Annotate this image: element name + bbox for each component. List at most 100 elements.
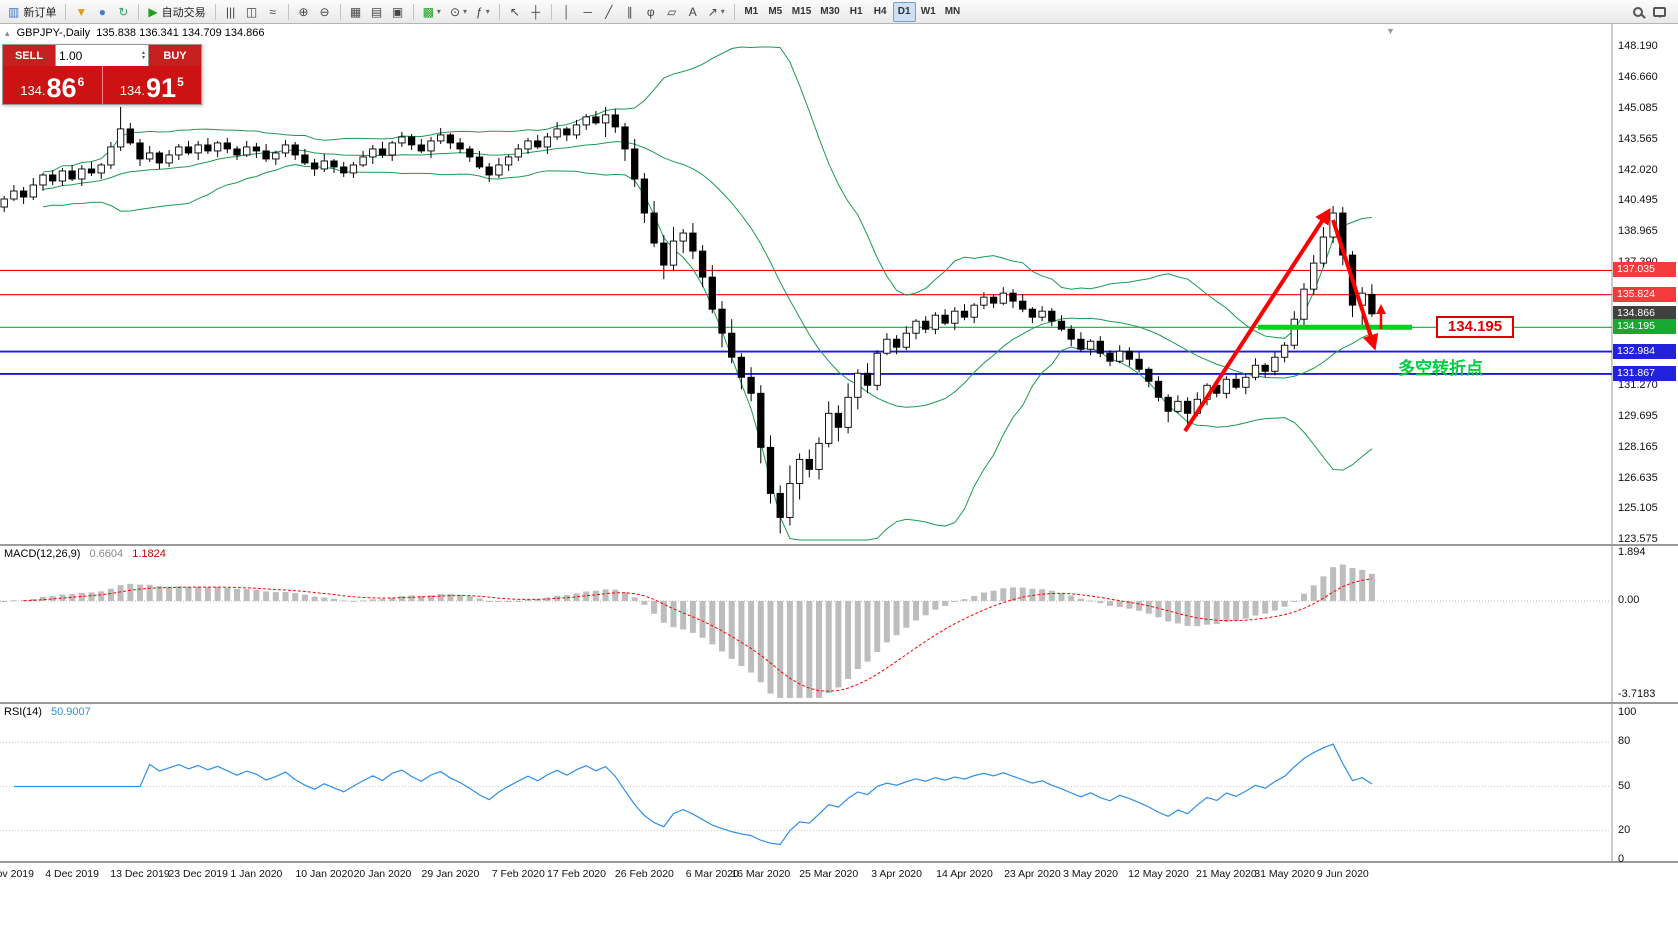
time-axis-label: 7 Feb 2020 <box>491 868 545 880</box>
bollinger-middle-band[interactable] <box>42 141 1373 408</box>
fibonacci-icon[interactable]: φ <box>641 2 661 22</box>
timeframe-m5[interactable]: M5 <box>768 6 783 17</box>
new-chart-button: ▩ <box>422 4 434 19</box>
sell-price-prefix: 134. <box>20 83 46 98</box>
turning-point-annotation[interactable]: 多空转折点 <box>1398 359 1483 378</box>
new-order-button: ▥ <box>8 4 20 19</box>
indicators-dropdown[interactable]: ƒ ▾ <box>472 2 494 22</box>
timeframe-m30[interactable]: M30 <box>820 6 840 17</box>
line-chart-icon[interactable]: ≈ <box>263 2 283 22</box>
autotrading-button[interactable]: ▶ 自动交易 <box>144 2 209 22</box>
timeframe-h4[interactable]: H4 <box>873 6 887 17</box>
trade-panel-toggle-icon[interactable]: ▴ <box>5 28 10 38</box>
chart-window: ▴ GBPJPY-,Daily 135.838 136.341 134.709 … <box>0 24 1678 947</box>
time-axis-label: 3 Apr 2020 <box>871 868 922 880</box>
price-chart-canvas[interactable] <box>0 24 1678 947</box>
price-axis-label: 131.270 <box>1618 378 1658 391</box>
time-axis-label: 6 Mar 2020 <box>685 868 739 880</box>
time-axis-label: 14 Apr 2020 <box>936 868 993 880</box>
cursor-icon[interactable]: ↖ <box>505 2 525 22</box>
price-tag-132.984: 132.984 <box>1613 343 1676 359</box>
ohlc-values: 135.838 136.341 134.709 134.866 <box>96 27 265 39</box>
time-axis-label: 10 Jan 2020 <box>295 868 354 880</box>
macd-axis-label: -3.7183 <box>1618 688 1656 701</box>
new-order-button[interactable]: ▥ 新订单 <box>4 2 60 22</box>
new-order-button-label: 新订单 <box>23 6 57 19</box>
price-axis-label: 138.965 <box>1618 224 1658 237</box>
timeframe-m1[interactable]: M1 <box>744 6 759 17</box>
trendline-icon[interactable]: ╱ <box>599 2 619 22</box>
chat-icon[interactable] <box>1653 6 1666 18</box>
time-axis-label: 23 Dec 2019 <box>168 868 228 880</box>
tile-windows-icon[interactable]: ▦ <box>346 2 366 22</box>
toolbar-separator <box>550 3 552 20</box>
time-axis-label: 13 Dec 2019 <box>110 868 170 880</box>
cascade-windows-icon[interactable]: ▤ <box>367 2 387 22</box>
arrow-tools-icon[interactable]: ↗ ▾ <box>704 2 729 22</box>
sell-price-button[interactable]: 134. 86 6 <box>3 66 103 104</box>
time-axis-label: 9 Jun 2020 <box>1316 868 1369 880</box>
time-axis-label: 16 Mar 2020 <box>731 868 791 880</box>
cursor-icon: ↖ <box>509 4 520 19</box>
profile-icon[interactable]: ● <box>92 2 112 22</box>
sell-button[interactable]: SELL <box>3 45 55 66</box>
bollinger-upper-band[interactable] <box>42 46 1372 339</box>
timeframe-d1[interactable]: D1 <box>892 1 916 22</box>
zoom-in-icon[interactable]: ⊕ <box>294 2 314 22</box>
buy-button[interactable]: BUY <box>149 45 201 66</box>
timeframe-w1[interactable]: W1 <box>920 6 936 17</box>
trend-down-arrow[interactable] <box>1331 219 1379 351</box>
timeframe-m15[interactable]: M15 <box>791 6 812 17</box>
arrange-windows-icon[interactable]: ▣ <box>388 2 408 22</box>
bars-chart-icon[interactable]: ||| <box>221 2 241 22</box>
arrange-windows-icon: ▣ <box>391 4 404 19</box>
volume-up-icon[interactable]: ▴ <box>141 49 145 56</box>
chevron-down-icon: ▾ <box>436 7 441 16</box>
macd-axis-label: 1.894 <box>1618 546 1646 559</box>
text-icon[interactable]: A <box>683 2 703 22</box>
toolbar-separator <box>498 3 500 20</box>
refresh-icon[interactable]: ↻ <box>113 2 133 22</box>
text-icon: A <box>688 4 697 19</box>
funnel-icon[interactable]: ▼ <box>71 2 91 22</box>
price-axis-label: 148.190 <box>1618 40 1658 52</box>
sell-price-main: 86 <box>46 73 77 103</box>
zoom-in-icon: ⊕ <box>298 4 309 19</box>
macd-signal-line <box>23 578 1372 692</box>
buy-price-prefix: 134. <box>119 83 146 98</box>
macd-axis-label: 0.00 <box>1618 594 1640 606</box>
timeframe-h1[interactable]: H1 <box>849 6 863 17</box>
volume-down-icon[interactable]: ▾ <box>141 54 145 61</box>
volume-input[interactable]: 1.00 ▴ ▾ <box>55 45 149 66</box>
period-dropdown[interactable]: ⊙ ▾ <box>446 2 471 22</box>
toolbar-separator <box>339 3 341 20</box>
vertical-line-icon[interactable]: │ <box>557 2 577 22</box>
time-axis-label: 26 Feb 2020 <box>614 868 674 880</box>
profile-icon: ● <box>98 4 106 19</box>
price-axis-label: 146.660 <box>1618 70 1658 83</box>
candlestick-chart-icon: ◫ <box>245 4 258 19</box>
crosshair-icon: ┼ <box>531 4 540 19</box>
time-axis-label: 29 Jan 2020 <box>421 868 480 880</box>
search-icon[interactable] <box>1633 6 1643 17</box>
toolbar-separator <box>65 3 67 20</box>
horizontal-line-icon[interactable]: ─ <box>578 2 598 22</box>
channel-icon[interactable]: ∥ <box>620 2 640 22</box>
shapes-icon[interactable]: ▱ <box>662 2 682 22</box>
chart-title: ▴ GBPJPY-,Daily 135.838 136.341 134.709 … <box>5 27 265 39</box>
volume-stepper[interactable]: ▴ ▾ <box>141 49 145 61</box>
toolbar-separator <box>733 3 735 20</box>
candlestick-chart-icon[interactable]: ◫ <box>242 2 262 22</box>
bollinger-lower-band[interactable] <box>42 164 1373 541</box>
toolbar-separator <box>412 3 414 20</box>
chevron-down-icon: ▾ <box>720 7 725 16</box>
buy-price-button[interactable]: 134. 91 5 <box>102 66 201 104</box>
price-level-label[interactable]: 134.195 <box>1436 316 1514 338</box>
crosshair-icon[interactable]: ┼ <box>526 2 546 22</box>
trend-up-arrow[interactable] <box>1183 207 1331 433</box>
new-chart-button[interactable]: ▩ ▾ <box>419 2 445 22</box>
candles-layer <box>0 106 1376 534</box>
sell-price-pip: 6 <box>77 75 85 89</box>
zoom-out-icon[interactable]: ⊖ <box>315 2 335 22</box>
timeframe-mn[interactable]: MN <box>944 6 961 17</box>
